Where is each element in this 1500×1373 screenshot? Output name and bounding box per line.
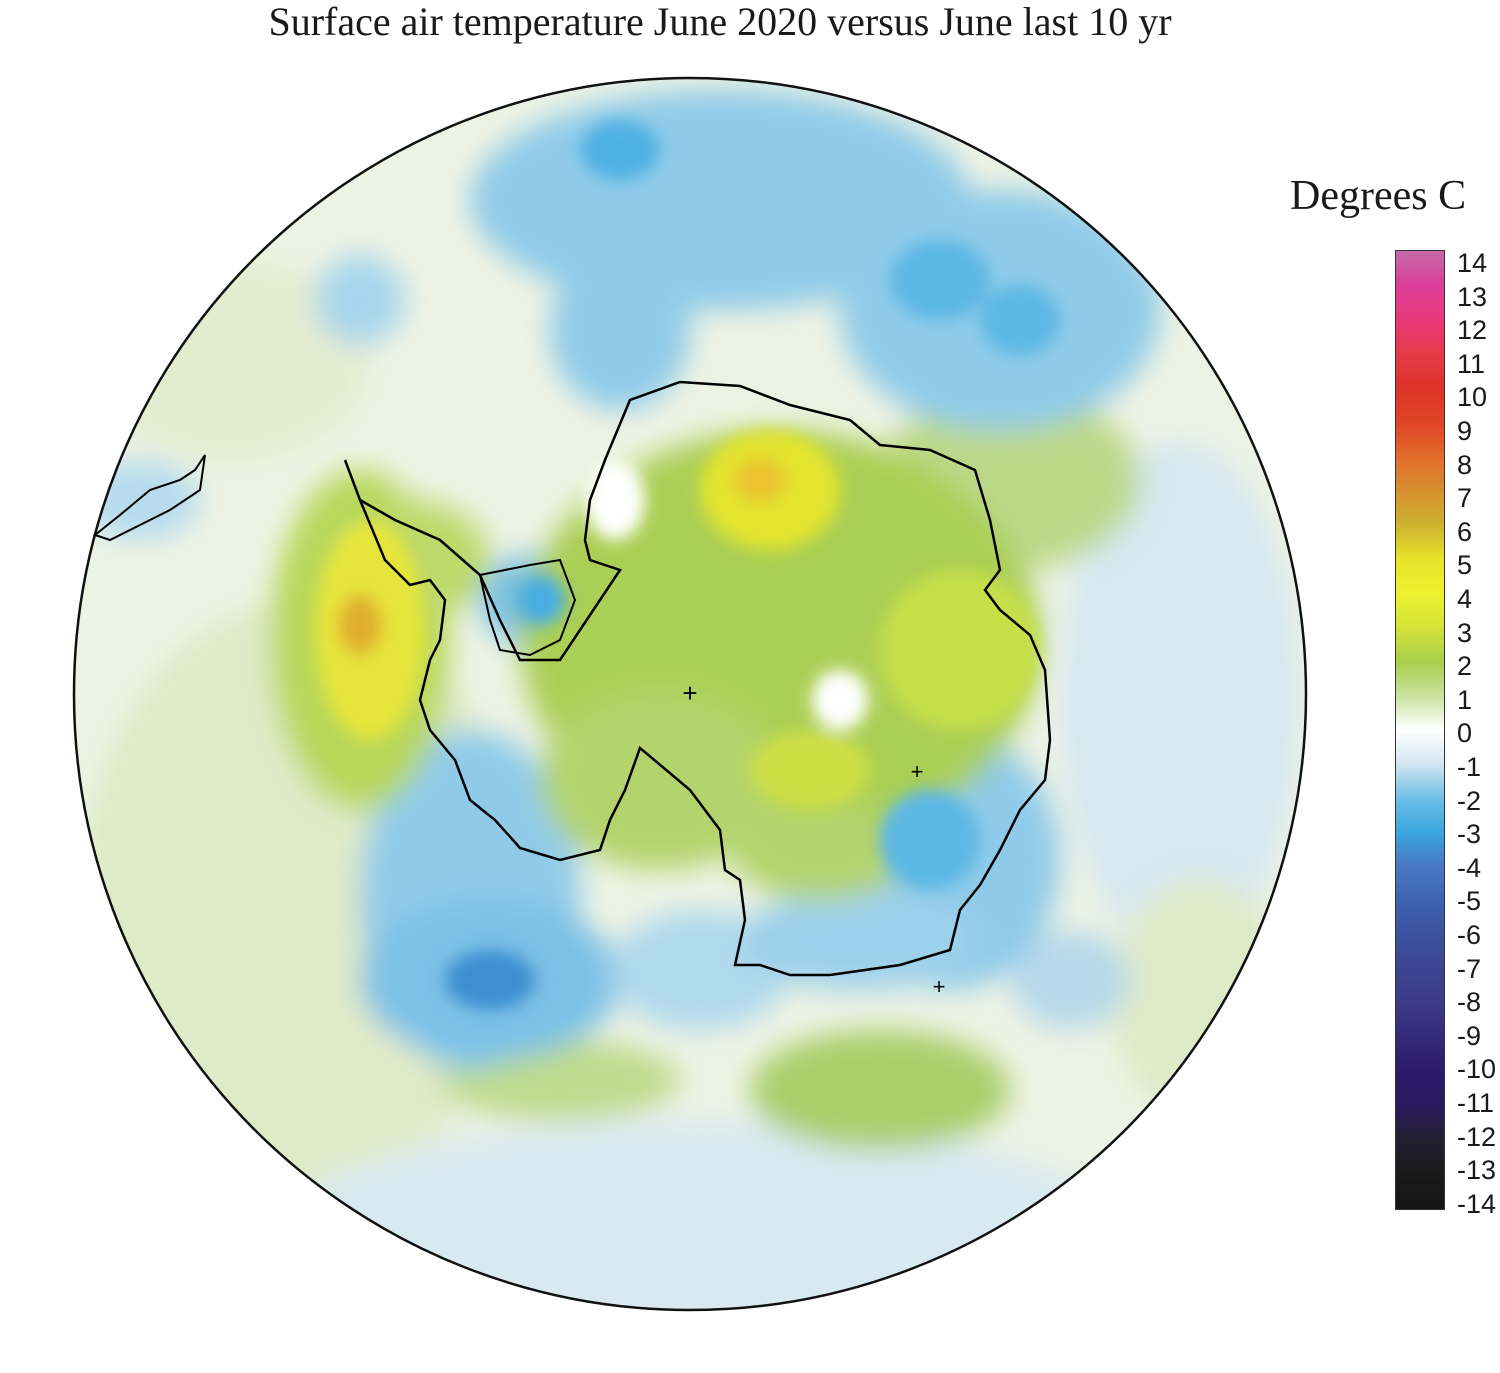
colorbar-tick-label: 10 <box>1457 382 1488 413</box>
colorbar-tick-label: 12 <box>1457 315 1488 346</box>
colorbar-tick-label: -2 <box>1457 785 1482 816</box>
colorbar-tick-label: 1 <box>1457 684 1473 715</box>
colorbar-tick-label: 13 <box>1457 281 1488 312</box>
colorbar-tick-label: 14 <box>1457 248 1488 278</box>
antarctica-coastline <box>343 380 1052 977</box>
colorbar-tick-label: -1 <box>1457 752 1482 782</box>
colorbar-tick-label: -11 <box>1457 1088 1495 1118</box>
colorbar-tick-label: -14 <box>1457 1188 1497 1219</box>
colorbar-tick-label: -12 <box>1457 1121 1497 1152</box>
colorbar-tick-label: 11 <box>1457 348 1486 379</box>
south-america-coastline <box>92 454 206 542</box>
colorbar-tick-label: 9 <box>1457 416 1473 446</box>
colorbar-tick-label: -4 <box>1457 852 1482 883</box>
colorbar-tick-label: 0 <box>1457 718 1473 749</box>
station-marker-1: + <box>911 759 924 784</box>
south-pole-marker: + <box>682 678 697 708</box>
colorbar-tick-label: -6 <box>1457 920 1482 950</box>
legend-title: Degrees C <box>1290 173 1467 219</box>
colorbar-tick-label: 2 <box>1457 651 1473 682</box>
anomaly-field <box>74 78 1306 1310</box>
colorbar-tick-label: -10 <box>1457 1054 1497 1085</box>
colorbar <box>1395 250 1445 1210</box>
map-border <box>72 76 1308 1312</box>
colorbar-tick-label: -3 <box>1457 819 1482 850</box>
colorbar-tick-label: -8 <box>1457 987 1482 1018</box>
colorbar-tick-label: 8 <box>1457 449 1473 480</box>
colorbar-tick-label: -7 <box>1457 953 1482 984</box>
colorbar-tick-label: 5 <box>1457 550 1473 581</box>
station-marker-2: + <box>933 974 946 999</box>
colorbar-tick-label: 6 <box>1457 516 1473 547</box>
colorbar-tick-label: 3 <box>1457 617 1473 648</box>
colorbar-tick-label: 4 <box>1457 584 1473 614</box>
colorbar-tick-label: -13 <box>1457 1155 1497 1186</box>
colorbar-tick-label: 7 <box>1457 483 1473 514</box>
colorbar-tick-label: -9 <box>1457 1020 1482 1051</box>
colorbar-tick-label: -5 <box>1457 886 1482 917</box>
map-title: Surface air temperature June 2020 versus… <box>268 0 1172 44</box>
ronne-ice-shelf-outline <box>478 558 577 657</box>
